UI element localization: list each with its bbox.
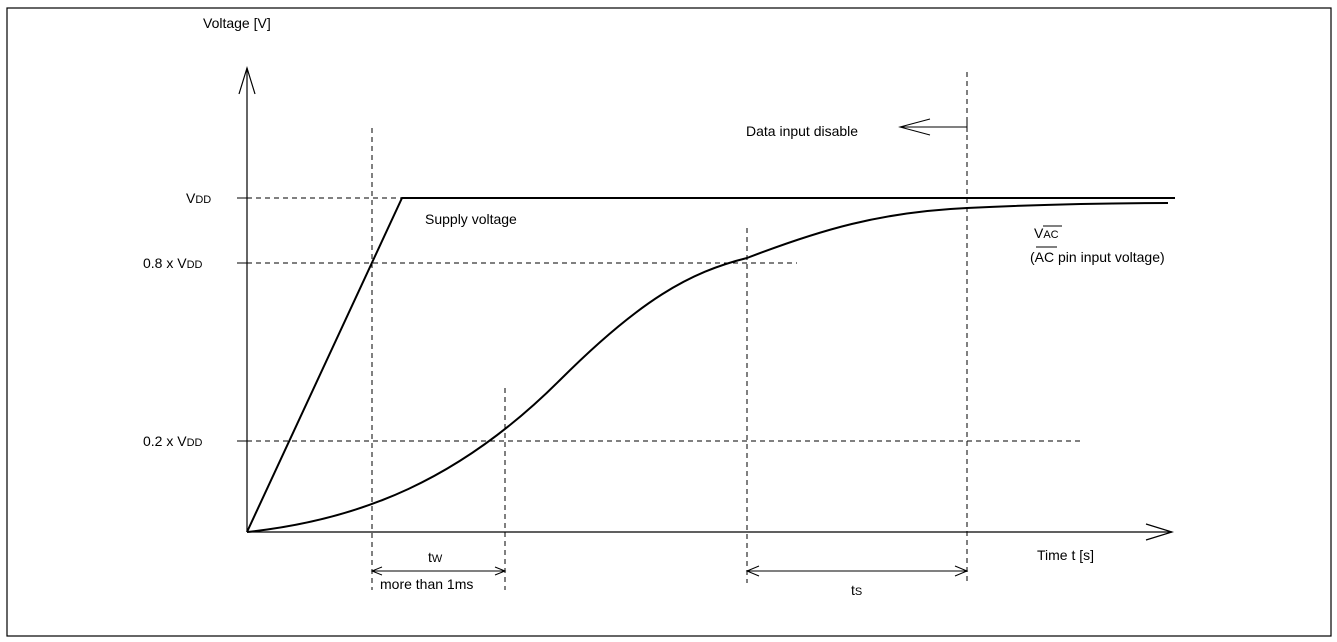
vac-description: (AC pin input voltage) xyxy=(1030,249,1165,265)
y-axis xyxy=(238,65,256,532)
data-input-disable-arrow-icon xyxy=(898,118,931,136)
supply-voltage-curve xyxy=(246,197,1175,533)
supply-voltage-label: Supply voltage xyxy=(425,211,517,227)
x-axis-label: Time t [s] xyxy=(1037,547,1094,563)
tw-label: tW xyxy=(428,549,443,565)
x-axis xyxy=(247,523,1175,541)
y-axis-arrow-icon xyxy=(238,65,256,95)
x-axis-arrow-icon xyxy=(1145,523,1175,541)
data-input-disable-label: Data input disable xyxy=(746,123,858,139)
diagram-frame xyxy=(6,7,1332,637)
vac-label: VAC xyxy=(1034,225,1059,241)
ts-arrow-right-icon xyxy=(954,565,969,577)
tick-label-vdd-02: 0.2 x VDD xyxy=(143,433,203,449)
tick-label-vdd-08: 0.8 x VDD xyxy=(143,255,203,271)
vac-curve xyxy=(246,202,1169,533)
tw-arrow-right-icon xyxy=(494,566,507,576)
ts-arrow-left-icon xyxy=(745,565,760,577)
y-axis-label: Voltage [V] xyxy=(203,15,271,31)
tick-label-vdd: VDD xyxy=(186,190,211,206)
ts-label: tS xyxy=(851,582,862,598)
tw-arrow-left-icon xyxy=(370,566,383,576)
tw-note: more than 1ms xyxy=(380,576,473,592)
